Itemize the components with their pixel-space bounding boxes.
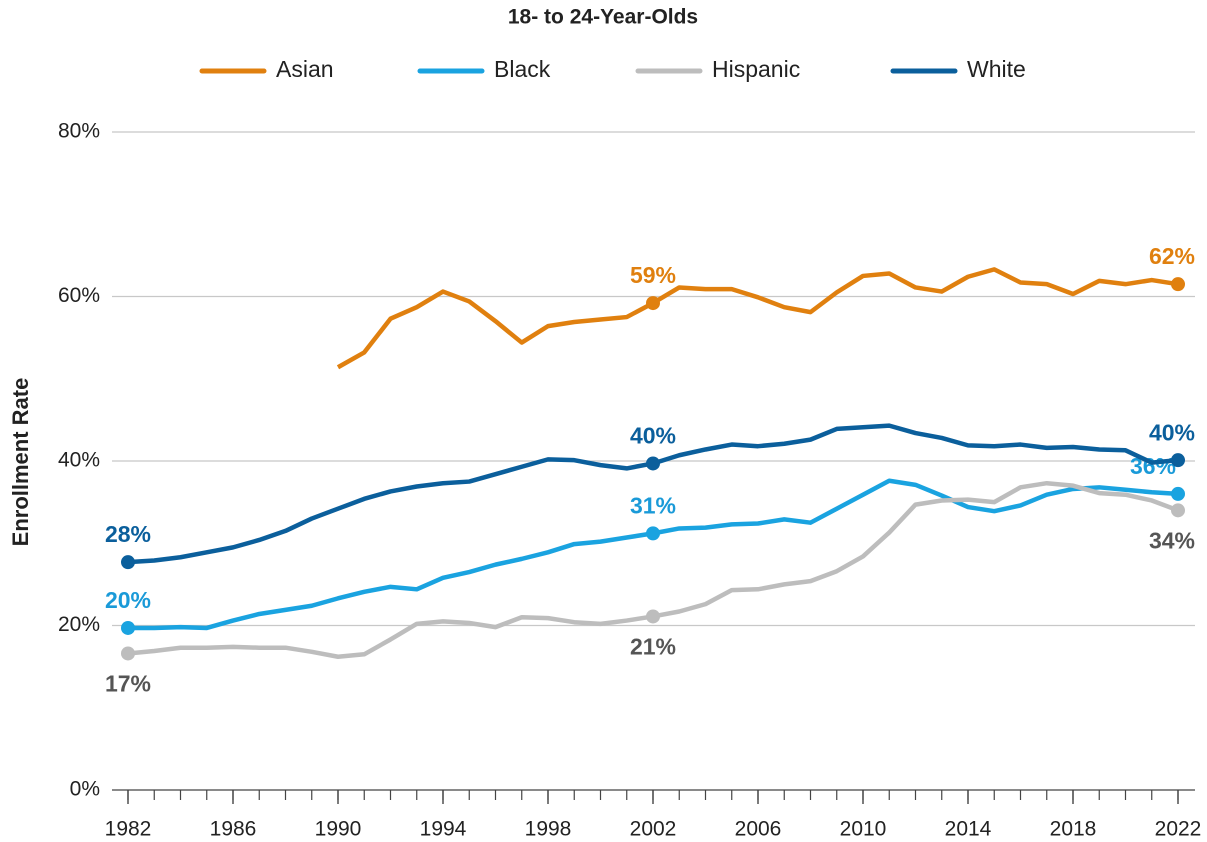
data-point — [1171, 486, 1185, 501]
x-tick-label: 2002 — [630, 818, 677, 841]
data-label: 31% — [630, 492, 676, 518]
x-tick-label: 1990 — [315, 818, 362, 841]
y-tick-label: 20% — [58, 613, 100, 636]
x-tick-label: 2022 — [1155, 818, 1202, 841]
data-label: 40% — [630, 423, 676, 449]
data-label: 40% — [1149, 419, 1195, 445]
data-label: 34% — [1149, 527, 1195, 553]
y-tick-label: 80% — [58, 120, 100, 143]
series-line — [336, 267, 1179, 370]
x-tick-label: 1986 — [210, 818, 257, 841]
data-point — [646, 526, 660, 541]
data-point — [646, 456, 660, 471]
x-tick-label: 1994 — [420, 818, 467, 841]
data-label: 59% — [630, 262, 676, 288]
y-tick-label: 60% — [58, 284, 100, 307]
legend-label: Black — [494, 56, 551, 82]
y-tick-label: 40% — [58, 449, 100, 472]
data-point — [121, 555, 135, 570]
legend-label: Hispanic — [712, 56, 800, 82]
y-tick-label: 0% — [70, 778, 100, 801]
chart-title: 18- to 24-Year-Olds — [508, 6, 698, 29]
data-point — [121, 646, 135, 661]
data-point — [1171, 503, 1185, 518]
data-point — [646, 296, 660, 311]
x-tick-label: 2014 — [945, 818, 992, 841]
data-label: 20% — [105, 587, 151, 613]
x-tick-label: 2018 — [1050, 818, 1097, 841]
data-point — [1171, 277, 1185, 292]
x-tick-label: 1982 — [105, 818, 152, 841]
data-point — [121, 620, 135, 635]
legend-label: White — [967, 56, 1026, 82]
x-tick-label: 2006 — [735, 818, 782, 841]
data-label: 17% — [105, 671, 151, 697]
data-point — [1171, 453, 1185, 468]
legend-label: Asian — [276, 56, 334, 82]
data-label: 62% — [1149, 243, 1195, 269]
data-point — [646, 609, 660, 624]
x-tick-label: 1998 — [525, 818, 572, 841]
x-tick-label: 2010 — [840, 818, 887, 841]
data-label: 28% — [105, 521, 151, 547]
y-axis-label: Enrollment Rate — [8, 378, 33, 547]
data-label: 21% — [630, 634, 676, 660]
